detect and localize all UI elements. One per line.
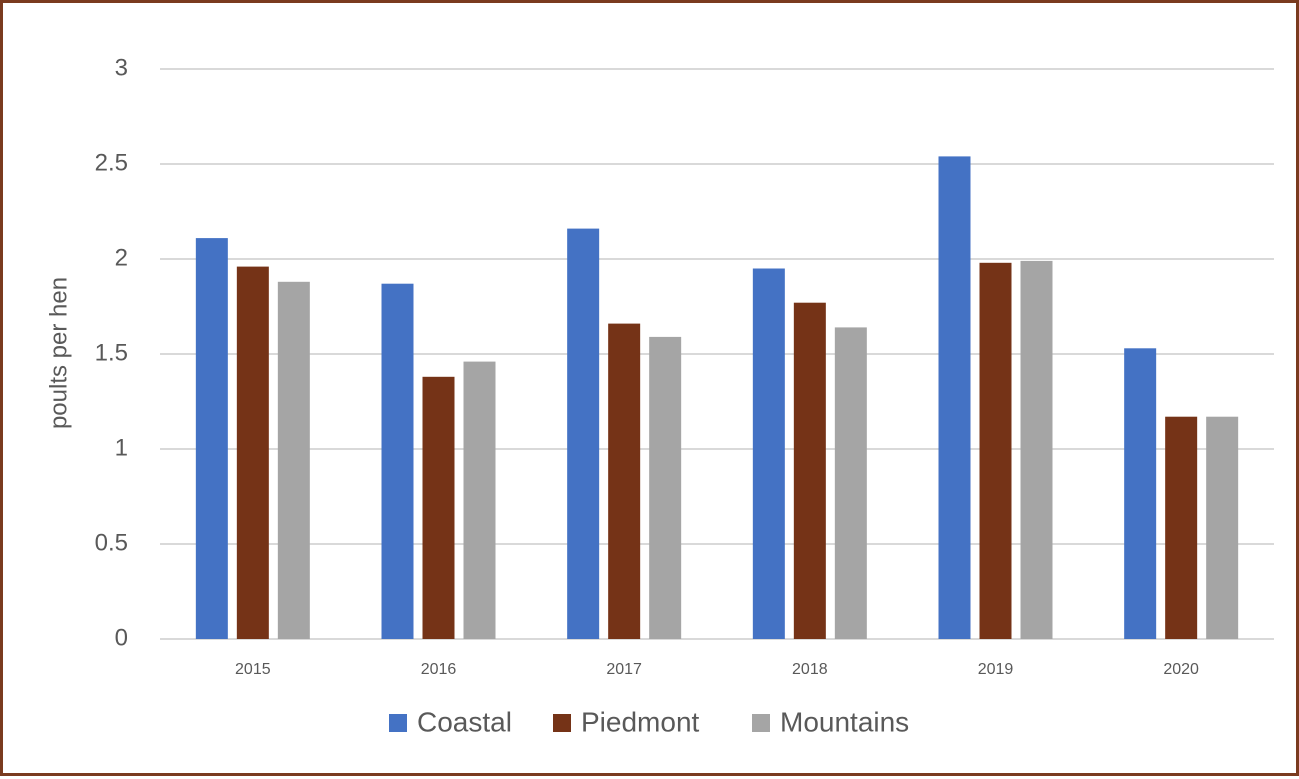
x-axis-ticks: 2015 2016 2017 2018 2019 2020: [235, 661, 1199, 678]
bar-coastal-2020: [1124, 348, 1157, 639]
bar-piedmont-2015: [236, 266, 269, 639]
legend-label-piedmont: Piedmont: [581, 706, 700, 737]
bar-chart: 0 0.5 1 1.5 2 2.5 3 2015 2016 2017 2018 2019 2020 p…: [45, 54, 1274, 737]
bar-piedmont-2018: [793, 302, 826, 639]
bar-coastal-2017: [567, 228, 600, 639]
y-tick-label: 0: [115, 624, 128, 651]
y-tick-label: 0.5: [95, 529, 128, 556]
y-tick-label: 2: [115, 244, 128, 271]
bar-mountains-2018: [834, 327, 867, 639]
bar-piedmont-2019: [979, 262, 1012, 639]
x-tick-label: 2016: [421, 661, 457, 678]
y-tick-label: 2.5: [95, 149, 128, 176]
bar-coastal-2019: [938, 156, 971, 639]
bar-mountains-2017: [649, 336, 682, 639]
x-tick-label: 2020: [1163, 661, 1199, 678]
x-tick-label: 2017: [606, 661, 642, 678]
bar-coastal-2015: [195, 238, 228, 639]
legend-swatch-mountains: [752, 714, 770, 732]
legend-swatch-piedmont: [553, 714, 571, 732]
bar-mountains-2019: [1020, 260, 1053, 639]
bar-coastal-2016: [381, 283, 414, 639]
bar-coastal-2018: [752, 268, 785, 639]
bar-mountains-2015: [277, 281, 310, 639]
y-tick-label: 1: [115, 434, 128, 461]
x-tick-label: 2018: [792, 661, 828, 678]
y-tick-label: 3: [115, 54, 128, 81]
legend-label-mountains: Mountains: [780, 706, 909, 737]
bar-piedmont-2017: [608, 323, 641, 639]
legend-swatch-coastal: [389, 714, 407, 732]
legend: Coastal Piedmont Mountains: [389, 706, 909, 737]
bar-mountains-2020: [1206, 416, 1239, 639]
y-axis-ticks: 0 0.5 1 1.5 2 2.5 3: [95, 54, 128, 651]
y-axis-label: poults per hen: [45, 277, 72, 429]
bar-piedmont-2020: [1165, 416, 1198, 639]
legend-label-coastal: Coastal: [417, 706, 512, 737]
y-tick-label: 1.5: [95, 339, 128, 366]
bars: [195, 156, 1239, 639]
x-tick-label: 2015: [235, 661, 271, 678]
bar-mountains-2016: [463, 361, 496, 639]
bar-piedmont-2016: [422, 376, 455, 639]
x-tick-label: 2019: [978, 661, 1014, 678]
gridlines: [160, 68, 1274, 640]
